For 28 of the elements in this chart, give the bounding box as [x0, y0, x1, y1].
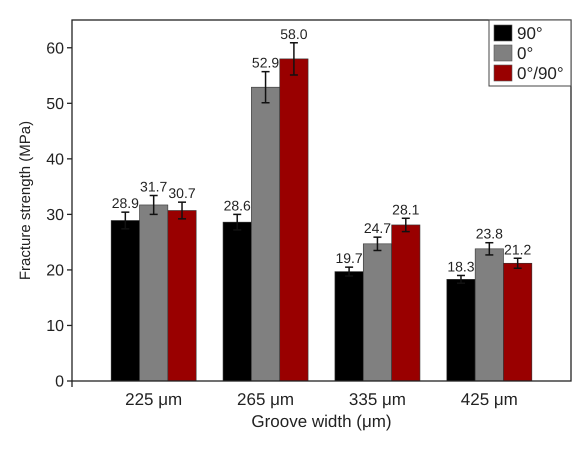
y-tick-label: 30: [46, 206, 64, 224]
y-tick-label: 40: [46, 151, 64, 168]
x-axis-title: Groove width (μm): [251, 412, 392, 431]
data-label: 28.1: [392, 201, 420, 218]
data-label: 18.3: [447, 258, 475, 274]
data-label: 24.7: [364, 220, 392, 236]
data-label: 19.7: [335, 250, 363, 266]
x-tick-label: 225 μm: [125, 390, 182, 409]
y-tick-label: 20: [46, 262, 64, 280]
data-label: 28.9: [112, 195, 140, 212]
data-label: 23.8: [476, 226, 504, 242]
x-tick-label: 265 μm: [237, 390, 294, 409]
data-label: 30.7: [168, 185, 196, 202]
y-tick-label: 50: [46, 96, 64, 113]
y-axis-title: Fracture strength (MPa): [17, 120, 34, 280]
legend-label: 0°/90°: [517, 64, 564, 83]
data-label: 58.0: [280, 26, 308, 42]
x-tick-label: 425 μm: [460, 390, 518, 409]
data-label: 28.6: [224, 197, 252, 214]
y-tick-label: 60: [46, 40, 64, 58]
data-label: 52.9: [252, 54, 280, 71]
data-label: 21.2: [504, 241, 532, 258]
legend-label: 0°: [517, 44, 534, 63]
data-label: 31.7: [140, 178, 168, 194]
y-tick-label: 10: [46, 318, 64, 336]
legend-label: 90°: [517, 24, 543, 43]
x-tick-label: 335 μm: [348, 390, 406, 409]
y-tick-label: 0: [55, 374, 64, 391]
